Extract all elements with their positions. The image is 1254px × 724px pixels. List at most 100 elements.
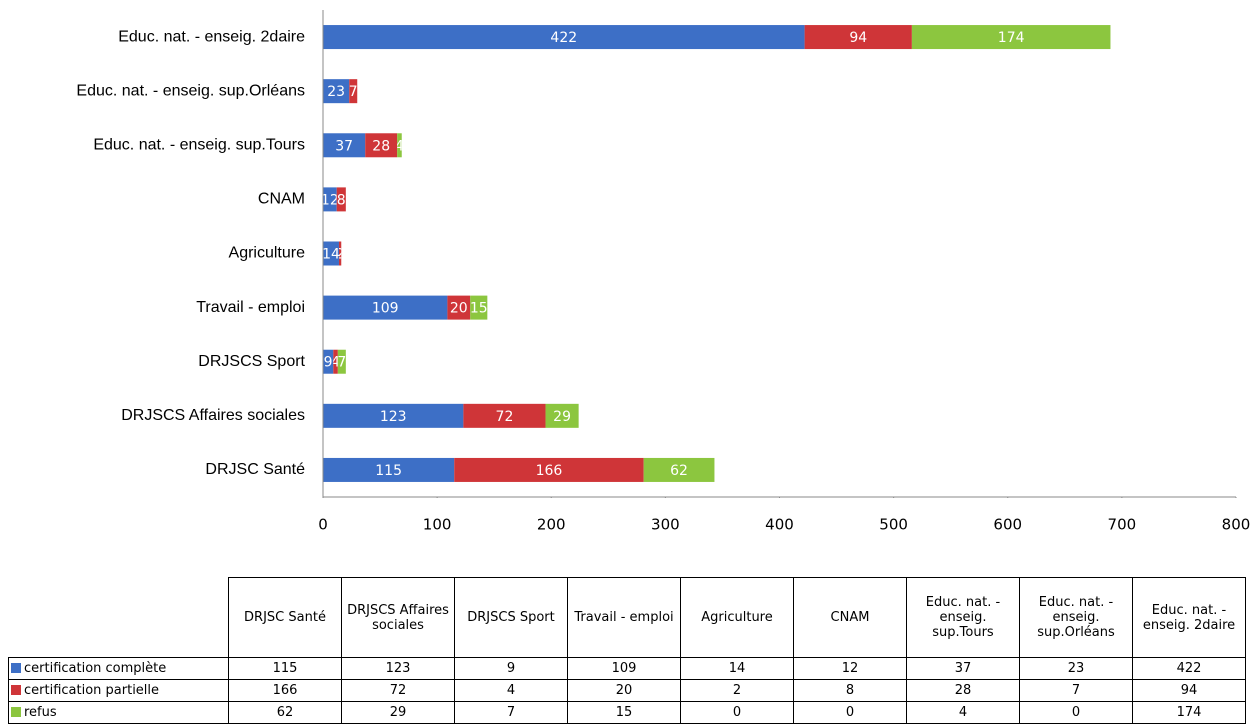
table-value: 9 [454, 657, 568, 680]
table-value: 174 [1132, 701, 1246, 724]
x-tick-label: 700 [1108, 516, 1137, 534]
data-label: 28 [372, 138, 390, 154]
legend-swatch [11, 663, 21, 673]
table-value: 28 [906, 679, 1020, 702]
bar-segment [545, 403, 579, 428]
table-value: 15 [567, 701, 681, 724]
header-cell: CNAM [793, 577, 907, 658]
data-label: 8 [337, 192, 346, 208]
bar-segment [463, 403, 546, 428]
header-cell: Educ. nat. - enseig. sup.Orléans [1019, 577, 1133, 658]
table-value: 0 [680, 701, 794, 724]
header-cell: DRJSC Santé [228, 577, 342, 658]
x-tick-label: 800 [1222, 516, 1251, 534]
table-value: 12 [793, 657, 907, 680]
table-value: 2 [680, 679, 794, 702]
row-label: refus [8, 701, 229, 724]
table-value: 29 [341, 701, 455, 724]
y-tick-label: DRJSCS Affaires sociales [121, 407, 305, 424]
bar-segment [397, 133, 402, 158]
data-label: 2 [336, 247, 345, 263]
header-cell: Educ. nat. - enseig. sup.Tours [906, 577, 1020, 658]
chart: 0 100 200 300 400 500 600 700 800 DRJSC Santé 115 1… [76, 10, 1251, 534]
table-value: 37 [906, 657, 1020, 680]
table-value: 62 [228, 701, 342, 724]
bar-segment [323, 295, 448, 320]
bar-segment [336, 187, 346, 212]
bar-segment [911, 25, 1111, 50]
data-label: 166 [536, 463, 563, 479]
header-cell: Travail - emploi [567, 577, 681, 658]
data-label: 115 [375, 463, 402, 479]
legend-swatch [11, 707, 21, 717]
bar-segment [349, 79, 358, 104]
table-value: 166 [228, 679, 342, 702]
data-label: 109 [372, 301, 399, 317]
table-value: 422 [1132, 657, 1246, 680]
bar-segment [365, 133, 398, 158]
bar-segment [323, 349, 334, 374]
legend-label: refus [24, 705, 57, 720]
bar-segment [337, 349, 346, 374]
data-label: 94 [849, 30, 867, 46]
y-tick-label: Agriculture [229, 245, 306, 262]
x-tick-label: 600 [993, 516, 1022, 534]
data-label: 7 [349, 84, 358, 100]
data-label: 12 [321, 192, 339, 208]
row-label: certification complète [8, 657, 229, 680]
data-label: 422 [550, 30, 577, 46]
data-row: certification complète 115 123 9 109 14 12 37 23… [8, 657, 1246, 680]
legend-swatch [11, 685, 21, 695]
bar-segment [323, 25, 805, 50]
y-tick-label: Travail - emploi [196, 299, 305, 316]
data-label: 62 [670, 463, 688, 479]
bar-segment [323, 187, 337, 212]
data-label: 7 [337, 355, 346, 371]
bar-segment [333, 349, 338, 374]
data-label: 15 [470, 301, 488, 317]
bar-segment [447, 295, 471, 320]
x-tick-label: 500 [879, 516, 908, 534]
x-tick-label: 200 [537, 516, 566, 534]
data-label: 23 [327, 84, 345, 100]
data-label: 9 [324, 355, 333, 371]
table-value: 0 [793, 701, 907, 724]
data-label: 29 [553, 409, 571, 425]
bar-segment [338, 241, 342, 266]
legend-label: certification partielle [24, 683, 160, 698]
x-tick-label: 300 [651, 516, 680, 534]
data-row: refus 62 29 7 15 0 0 4 0 174 [8, 701, 1246, 724]
table-value: 23 [1019, 657, 1133, 680]
row-label: certification partielle [8, 679, 229, 702]
y-tick-label: Educ. nat. - enseig. 2daire [118, 28, 305, 45]
x-tick-label: 100 [423, 516, 452, 534]
data-row: certification partielle 166 72 4 20 2 8 28 7 94 [8, 679, 1246, 702]
header-cell: DRJSCS Affaires sociales [341, 577, 455, 658]
bar-segment [323, 457, 455, 482]
table-value: 115 [228, 657, 342, 680]
table-value: 7 [454, 701, 568, 724]
data-label: 20 [450, 301, 468, 317]
table-value: 14 [680, 657, 794, 680]
x-tick-label: 0 [318, 516, 328, 534]
y-tick-label: Educ. nat. - enseig. sup.Tours [93, 136, 305, 153]
bar-segment [804, 25, 912, 50]
header-cell: DRJSCS Sport [454, 577, 568, 658]
data-table: DRJSC Santé DRJSCS Affaires sociales DRJSC… [8, 577, 1246, 724]
bar-segment [323, 133, 366, 158]
y-tick-label: Educ. nat. - enseig. sup.Orléans [76, 82, 305, 99]
table-value: 0 [1019, 701, 1133, 724]
table-value: 7 [1019, 679, 1133, 702]
data-label: 174 [998, 30, 1025, 46]
y-tick-label: CNAM [258, 191, 305, 208]
header-cell: Agriculture [680, 577, 794, 658]
data-label: 123 [380, 409, 407, 425]
bar-segment [323, 79, 350, 104]
x-tick-label: 400 [765, 516, 794, 534]
empty-cell [9, 578, 229, 658]
data-label: 4 [331, 355, 340, 371]
table-value: 4 [906, 701, 1020, 724]
bar-segment [323, 403, 464, 428]
data-label: 72 [496, 409, 514, 425]
